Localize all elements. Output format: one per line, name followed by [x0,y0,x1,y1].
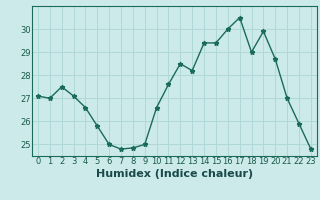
X-axis label: Humidex (Indice chaleur): Humidex (Indice chaleur) [96,169,253,179]
